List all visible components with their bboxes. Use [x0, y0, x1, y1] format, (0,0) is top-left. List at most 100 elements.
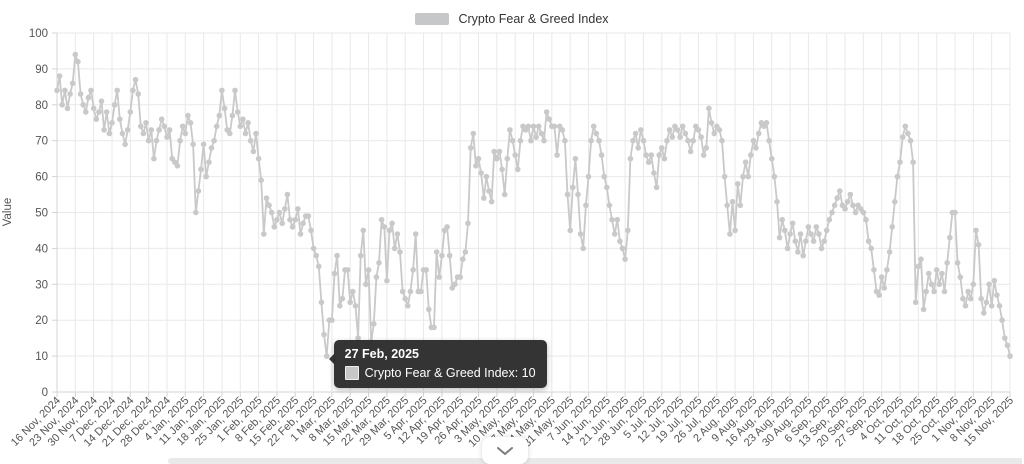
data-point[interactable]	[289, 224, 296, 230]
data-point[interactable]	[627, 155, 634, 162]
data-point[interactable]	[847, 191, 854, 198]
data-point[interactable]	[677, 134, 683, 140]
data-point[interactable]	[145, 137, 152, 144]
data-point[interactable]	[931, 288, 937, 295]
data-point[interactable]	[939, 270, 945, 277]
data-point[interactable]	[221, 105, 228, 112]
data-point[interactable]	[109, 120, 115, 126]
data-point[interactable]	[750, 137, 757, 144]
data-point[interactable]	[711, 130, 717, 137]
data-point[interactable]	[535, 123, 542, 130]
data-point[interactable]	[617, 238, 623, 244]
data-point[interactable]	[601, 173, 607, 180]
data-point[interactable]	[577, 231, 584, 237]
data-point[interactable]	[912, 299, 919, 306]
data-point[interactable]	[101, 127, 107, 133]
data-point[interactable]	[339, 295, 346, 302]
data-point[interactable]	[457, 274, 464, 280]
data-point[interactable]	[200, 141, 207, 148]
data-point[interactable]	[161, 123, 168, 130]
data-point[interactable]	[494, 155, 500, 162]
data-point[interactable]	[331, 270, 338, 277]
data-point[interactable]	[190, 141, 196, 148]
data-point[interactable]	[719, 137, 725, 144]
data-point[interactable]	[399, 288, 406, 295]
data-point[interactable]	[179, 123, 186, 130]
data-point[interactable]	[300, 220, 306, 227]
data-point[interactable]	[276, 209, 283, 216]
data-point[interactable]	[384, 277, 390, 284]
data-point[interactable]	[153, 137, 160, 144]
data-point[interactable]	[630, 137, 636, 144]
data-point[interactable]	[515, 166, 521, 173]
data-point[interactable]	[378, 216, 385, 223]
data-point[interactable]	[892, 198, 898, 205]
data-point[interactable]	[648, 152, 655, 158]
data-point[interactable]	[850, 202, 856, 209]
data-point[interactable]	[433, 249, 440, 255]
data-point[interactable]	[418, 288, 424, 295]
data-point[interactable]	[596, 137, 602, 144]
series-points[interactable]	[54, 51, 1013, 359]
data-point[interactable]	[766, 137, 772, 144]
data-point[interactable]	[56, 73, 63, 79]
data-point[interactable]	[889, 224, 895, 230]
data-point[interactable]	[991, 277, 998, 284]
data-point[interactable]	[753, 145, 759, 151]
data-point[interactable]	[247, 137, 254, 144]
data-point[interactable]	[538, 130, 545, 137]
data-point[interactable]	[350, 288, 356, 295]
data-point[interactable]	[606, 202, 613, 209]
data-point[interactable]	[318, 299, 325, 306]
data-point[interactable]	[978, 295, 984, 302]
data-point[interactable]	[834, 195, 840, 201]
data-point[interactable]	[397, 249, 403, 255]
data-point[interactable]	[279, 220, 286, 227]
data-point[interactable]	[371, 321, 377, 327]
data-point[interactable]	[881, 285, 888, 291]
data-point[interactable]	[106, 130, 113, 137]
data-point[interactable]	[737, 202, 744, 209]
data-point[interactable]	[926, 270, 932, 277]
data-point[interactable]	[625, 227, 631, 234]
data-point[interactable]	[808, 231, 814, 237]
data-point[interactable]	[988, 303, 995, 309]
data-point[interactable]	[763, 120, 770, 126]
data-point[interactable]	[706, 105, 712, 112]
data-point[interactable]	[62, 87, 68, 94]
collapse-button[interactable]	[482, 437, 528, 464]
data-point[interactable]	[310, 245, 317, 252]
data-point[interactable]	[135, 91, 141, 97]
data-point[interactable]	[499, 166, 505, 173]
data-point[interactable]	[614, 216, 621, 223]
data-point[interactable]	[72, 51, 79, 58]
data-point[interactable]	[268, 209, 275, 216]
data-point[interactable]	[593, 130, 600, 137]
data-point[interactable]	[732, 227, 738, 234]
data-point[interactable]	[936, 281, 943, 288]
data-point[interactable]	[509, 137, 516, 144]
data-point[interactable]	[143, 120, 149, 126]
data-point[interactable]	[182, 130, 189, 137]
data-point[interactable]	[640, 137, 647, 144]
data-point[interactable]	[481, 195, 487, 201]
data-point[interactable]	[198, 166, 204, 173]
data-point[interactable]	[365, 267, 372, 273]
data-point[interactable]	[797, 231, 804, 237]
data-point[interactable]	[284, 191, 291, 198]
data-point[interactable]	[253, 130, 259, 137]
data-point[interactable]	[211, 137, 217, 144]
data-point[interactable]	[923, 288, 929, 295]
data-point[interactable]	[386, 227, 393, 234]
data-point[interactable]	[321, 331, 327, 338]
data-point[interactable]	[517, 137, 524, 144]
data-point[interactable]	[564, 191, 571, 198]
data-point[interactable]	[941, 288, 948, 295]
data-point[interactable]	[745, 173, 751, 180]
data-point[interactable]	[884, 267, 890, 273]
data-point[interactable]	[708, 120, 715, 126]
data-point[interactable]	[724, 202, 730, 209]
horizontal-scrollbar[interactable]	[168, 458, 1022, 464]
data-point[interactable]	[90, 105, 97, 112]
